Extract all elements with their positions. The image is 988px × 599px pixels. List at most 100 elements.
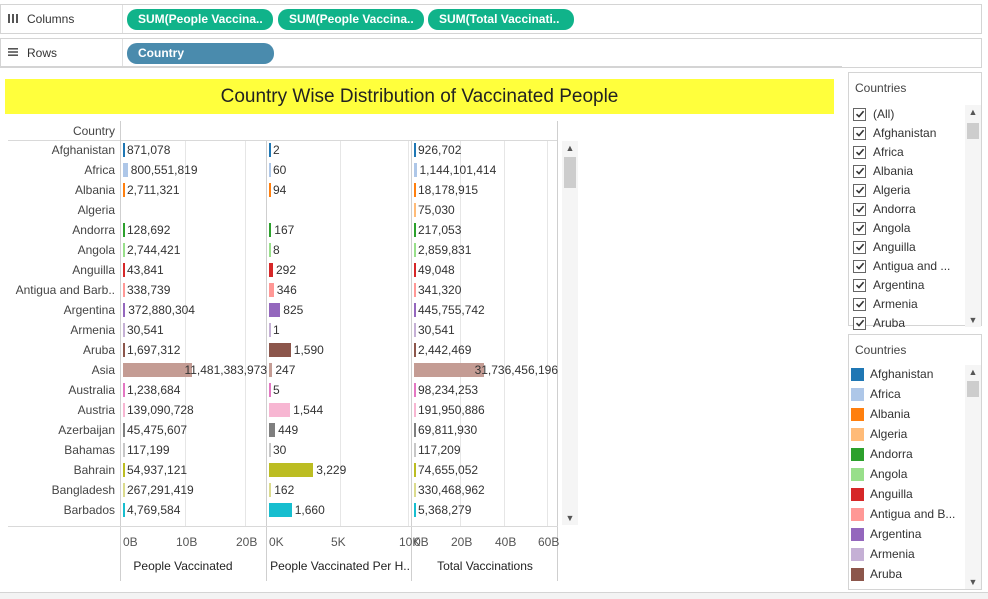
data-bar[interactable] bbox=[414, 443, 416, 457]
legend-item[interactable]: Africa bbox=[851, 385, 901, 403]
data-bar[interactable] bbox=[414, 343, 416, 357]
checkbox-checked-icon[interactable] bbox=[853, 259, 866, 273]
data-bar[interactable] bbox=[414, 303, 416, 317]
legend-scroll-down-icon[interactable]: ▼ bbox=[968, 577, 978, 587]
checkbox-checked-icon[interactable] bbox=[853, 202, 866, 216]
data-bar[interactable] bbox=[123, 183, 125, 197]
data-bar[interactable] bbox=[414, 403, 416, 417]
data-bar[interactable] bbox=[269, 403, 291, 417]
filter-checkbox-item[interactable]: Aruba bbox=[853, 314, 905, 332]
data-bar[interactable] bbox=[414, 383, 416, 397]
checkbox-checked-icon[interactable] bbox=[853, 240, 866, 254]
data-bar[interactable] bbox=[414, 223, 416, 237]
columns-pill-people-vaccinated-per-hundred[interactable]: SUM(People Vaccina.. bbox=[278, 9, 424, 30]
data-bar[interactable] bbox=[269, 303, 281, 317]
scrollbar-thumb[interactable] bbox=[564, 157, 576, 188]
legend-item[interactable]: Andorra bbox=[851, 445, 913, 463]
data-bar[interactable] bbox=[269, 483, 272, 497]
legend-item[interactable]: Antigua and B... bbox=[851, 505, 955, 523]
table-vertical-scrollbar[interactable]: ▲ ▼ bbox=[562, 141, 578, 525]
filter-checkbox-item[interactable]: Angola bbox=[853, 219, 910, 237]
data-bar[interactable] bbox=[414, 243, 416, 257]
filter-scroll-down-icon[interactable]: ▼ bbox=[968, 315, 978, 325]
data-bar[interactable] bbox=[123, 443, 125, 457]
data-bar[interactable] bbox=[414, 203, 416, 217]
filter-scroll-up-icon[interactable]: ▲ bbox=[968, 107, 978, 117]
rows-pill-country[interactable]: Country bbox=[127, 43, 274, 64]
checkbox-checked-icon[interactable] bbox=[853, 278, 866, 292]
filter-checkbox-item[interactable]: Andorra bbox=[853, 200, 916, 218]
legend-scrollbar-thumb[interactable] bbox=[967, 381, 979, 397]
filter-checkbox-item[interactable]: Albania bbox=[853, 162, 913, 180]
data-bar[interactable] bbox=[123, 243, 125, 257]
data-bar[interactable] bbox=[269, 283, 274, 297]
data-bar[interactable] bbox=[269, 383, 271, 397]
data-bar[interactable] bbox=[123, 503, 125, 517]
data-bar[interactable] bbox=[414, 183, 416, 197]
filter-checkbox-item[interactable]: Antigua and ... bbox=[853, 257, 950, 275]
filter-checkbox-item[interactable]: (All) bbox=[853, 105, 894, 123]
filter-checkbox-item[interactable]: Anguilla bbox=[853, 238, 916, 256]
data-bar[interactable] bbox=[269, 143, 271, 157]
data-bar[interactable] bbox=[123, 223, 125, 237]
data-bar[interactable] bbox=[269, 423, 276, 437]
data-bar[interactable] bbox=[123, 483, 125, 497]
legend-item[interactable]: Albania bbox=[851, 405, 910, 423]
filter-checkbox-item[interactable]: Algeria bbox=[853, 181, 910, 199]
checkbox-checked-icon[interactable] bbox=[853, 145, 866, 159]
data-bar[interactable] bbox=[123, 163, 128, 177]
legend-scroll-up-icon[interactable]: ▲ bbox=[968, 367, 978, 377]
data-bar[interactable] bbox=[414, 283, 416, 297]
checkbox-checked-icon[interactable] bbox=[853, 126, 866, 140]
legend-item[interactable]: Armenia bbox=[851, 545, 915, 563]
filter-checkbox-item[interactable]: Armenia bbox=[853, 295, 918, 313]
data-bar[interactable] bbox=[414, 463, 416, 477]
data-bar[interactable] bbox=[269, 243, 271, 257]
data-bar[interactable] bbox=[123, 363, 192, 377]
data-bar[interactable] bbox=[414, 323, 416, 337]
data-bar[interactable] bbox=[123, 263, 125, 277]
legend-item[interactable]: Angola bbox=[851, 465, 907, 483]
data-bar[interactable] bbox=[123, 283, 125, 297]
legend-item[interactable]: Anguilla bbox=[851, 485, 913, 503]
data-bar[interactable] bbox=[123, 403, 125, 417]
data-bar[interactable] bbox=[269, 363, 273, 377]
data-bar[interactable] bbox=[269, 163, 271, 177]
data-bar[interactable] bbox=[414, 363, 484, 377]
data-bar[interactable] bbox=[269, 463, 314, 477]
checkbox-checked-icon[interactable] bbox=[853, 107, 866, 121]
data-bar[interactable] bbox=[123, 323, 125, 337]
filter-scrollbar-thumb[interactable] bbox=[967, 123, 979, 139]
filter-checkbox-item[interactable]: Afghanistan bbox=[853, 124, 936, 142]
legend-item[interactable]: Aruba bbox=[851, 565, 902, 583]
filter-checkbox-item[interactable]: Africa bbox=[853, 143, 904, 161]
data-bar[interactable] bbox=[123, 463, 125, 477]
data-bar[interactable] bbox=[123, 423, 125, 437]
data-bar[interactable] bbox=[123, 143, 125, 157]
scroll-up-arrow-icon[interactable]: ▲ bbox=[565, 143, 575, 153]
data-bar[interactable] bbox=[269, 183, 271, 197]
scroll-down-arrow-icon[interactable]: ▼ bbox=[565, 513, 575, 523]
columns-pill-people-vaccinated[interactable]: SUM(People Vaccina.. bbox=[127, 9, 273, 30]
data-bar[interactable] bbox=[269, 503, 292, 517]
data-bar[interactable] bbox=[269, 223, 272, 237]
legend-item[interactable]: Afghanistan bbox=[851, 365, 933, 383]
data-bar[interactable] bbox=[123, 383, 125, 397]
checkbox-checked-icon[interactable] bbox=[853, 183, 866, 197]
data-bar[interactable] bbox=[414, 483, 416, 497]
legend-item[interactable]: Argentina bbox=[851, 525, 921, 543]
data-bar[interactable] bbox=[414, 423, 416, 437]
checkbox-checked-icon[interactable] bbox=[853, 164, 866, 178]
data-bar[interactable] bbox=[123, 303, 126, 317]
legend-item[interactable]: Algeria bbox=[851, 425, 907, 443]
checkbox-checked-icon[interactable] bbox=[853, 221, 866, 235]
data-bar[interactable] bbox=[123, 343, 125, 357]
data-bar[interactable] bbox=[414, 163, 417, 177]
checkbox-checked-icon[interactable] bbox=[853, 316, 866, 330]
data-bar[interactable] bbox=[269, 443, 271, 457]
filter-scrollbar[interactable]: ▲ ▼ bbox=[965, 105, 981, 327]
filter-checkbox-item[interactable]: Argentina bbox=[853, 276, 924, 294]
data-bar[interactable] bbox=[269, 343, 291, 357]
data-bar[interactable] bbox=[414, 263, 416, 277]
data-bar[interactable] bbox=[414, 143, 416, 157]
